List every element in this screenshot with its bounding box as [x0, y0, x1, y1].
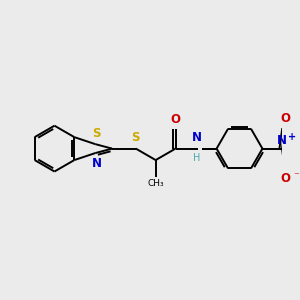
- Text: N: N: [277, 134, 287, 147]
- Text: H: H: [193, 152, 201, 163]
- Text: O: O: [170, 113, 181, 126]
- Text: O: O: [280, 112, 290, 125]
- Text: ⁻: ⁻: [293, 172, 299, 182]
- Text: +: +: [288, 133, 296, 142]
- Text: N: N: [92, 157, 102, 170]
- Text: N: N: [192, 131, 202, 144]
- Text: S: S: [132, 131, 140, 144]
- Text: CH₃: CH₃: [147, 179, 164, 188]
- Text: S: S: [92, 127, 101, 140]
- Text: O: O: [280, 172, 290, 185]
